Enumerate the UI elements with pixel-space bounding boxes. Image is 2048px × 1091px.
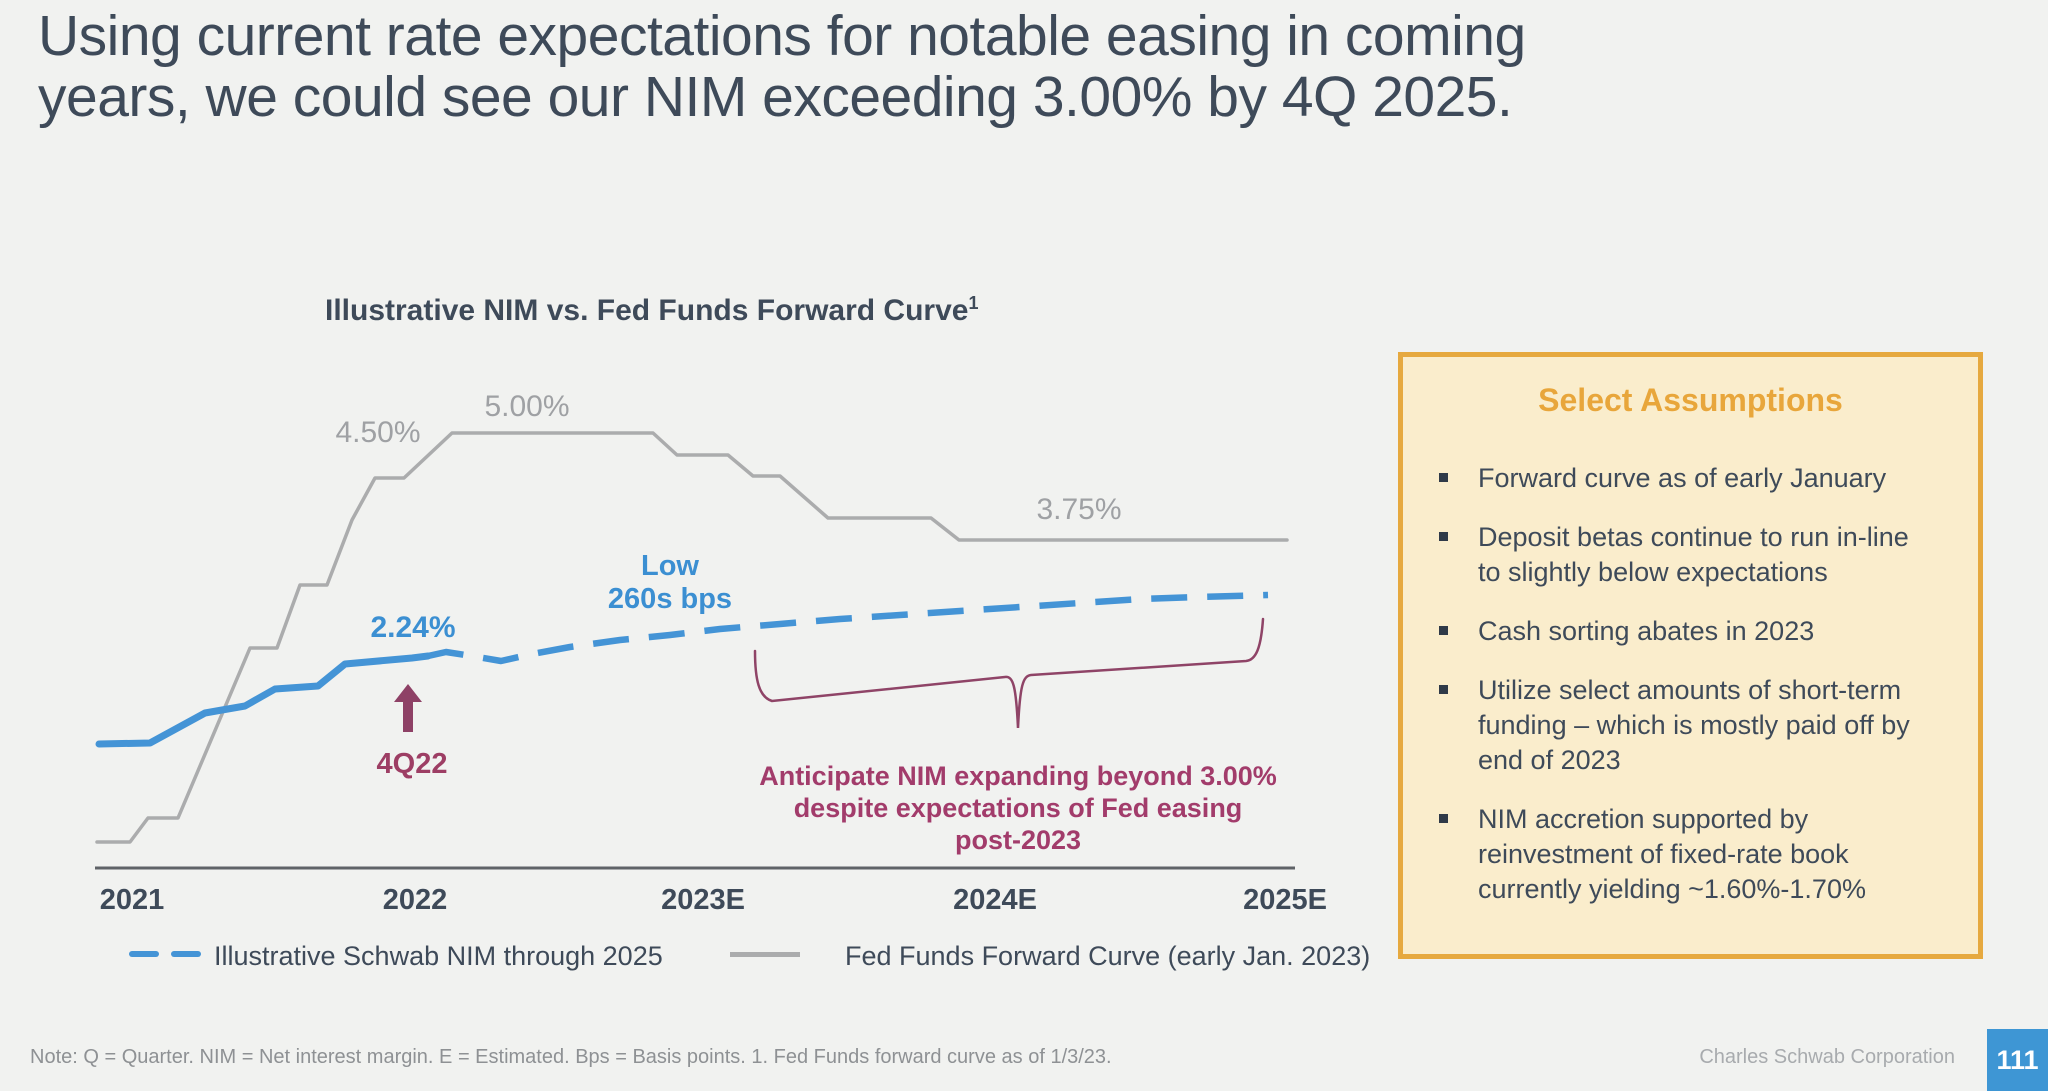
x-tick-2022: 2022: [382, 884, 448, 916]
fed-label-450: 4.50%: [335, 416, 421, 449]
assumption-text: Utilize select amounts of short-term fun…: [1478, 675, 1910, 775]
assumption-item: NIM accretion supported by reinvestment …: [1437, 802, 1954, 907]
fed-funds-curve-line: [95, 431, 1289, 844]
bullet-square-icon: [1439, 532, 1448, 541]
arrow-label-4q22: 4Q22: [376, 748, 448, 780]
legend-fed-line-icon: [730, 952, 800, 957]
chart-title: Illustrative NIM vs. Fed Funds Forward C…: [325, 293, 978, 328]
nim-expansion-annotation: Anticipate NIM expanding beyond 3.00% de…: [759, 761, 1277, 855]
assumption-item: Utilize select amounts of short-term fun…: [1437, 673, 1954, 778]
slide-title: Using current rate expectations for nota…: [38, 4, 1526, 129]
assumption-text: NIM accretion supported by reinvestment …: [1478, 804, 1866, 904]
nim-chart: [95, 431, 1295, 870]
assumption-text: Deposit betas continue to run in-line to…: [1478, 522, 1909, 587]
assumption-item: Deposit betas continue to run in-line to…: [1437, 520, 1954, 590]
legend-nim-dash-icon: [171, 951, 201, 957]
page-number: 111: [1996, 1044, 2039, 1075]
page-number-badge: 111: [1987, 1029, 2048, 1091]
nim-label-224: 2.24%: [370, 611, 456, 644]
bullet-square-icon: [1439, 473, 1448, 482]
assumption-text: Cash sorting abates in 2023: [1478, 616, 1815, 646]
up-arrow-icon: [394, 684, 422, 732]
footnote: Note: Q = Quarter. NIM = Net interest ma…: [30, 1046, 1112, 1068]
assumption-item: Cash sorting abates in 2023: [1437, 614, 1954, 649]
assumption-item: Forward curve as of early January: [1437, 461, 1954, 496]
select-assumptions-box: Select Assumptions Forward curve as of e…: [1398, 352, 1983, 959]
assumptions-list: Forward curve as of early January Deposit…: [1437, 461, 1954, 907]
assumptions-title: Select Assumptions: [1538, 382, 1843, 418]
legend-nim-dash-icon: [129, 951, 159, 957]
chart-title-text: Illustrative NIM vs. Fed Funds Forward C…: [325, 294, 969, 327]
x-tick-2021: 2021: [99, 884, 165, 916]
legend-fed-label: Fed Funds Forward Curve (early Jan. 2023…: [845, 941, 1371, 971]
chart-title-footnote-marker: 1: [968, 293, 979, 313]
nim-line-solid: [95, 652, 432, 748]
bullet-square-icon: [1439, 685, 1448, 694]
bullet-square-icon: [1439, 626, 1448, 635]
company-name: Charles Schwab Corporation: [1699, 1046, 1955, 1068]
nim-line-dashed: [427, 591, 1269, 665]
fed-label-375: 3.75%: [1036, 493, 1122, 526]
assumption-text: Forward curve as of early January: [1478, 463, 1887, 493]
legend-nim-label: Illustrative Schwab NIM through 2025: [214, 941, 663, 971]
bullet-square-icon: [1439, 814, 1448, 823]
fed-label-500: 5.00%: [484, 390, 570, 423]
x-tick-2024e: 2024E: [953, 884, 1037, 916]
x-tick-2023e: 2023E: [661, 884, 745, 916]
brace-annotation: [753, 617, 1265, 729]
nim-label-low-260s: Low 260s bps: [607, 550, 733, 615]
x-tick-2025e: 2025E: [1243, 884, 1327, 916]
